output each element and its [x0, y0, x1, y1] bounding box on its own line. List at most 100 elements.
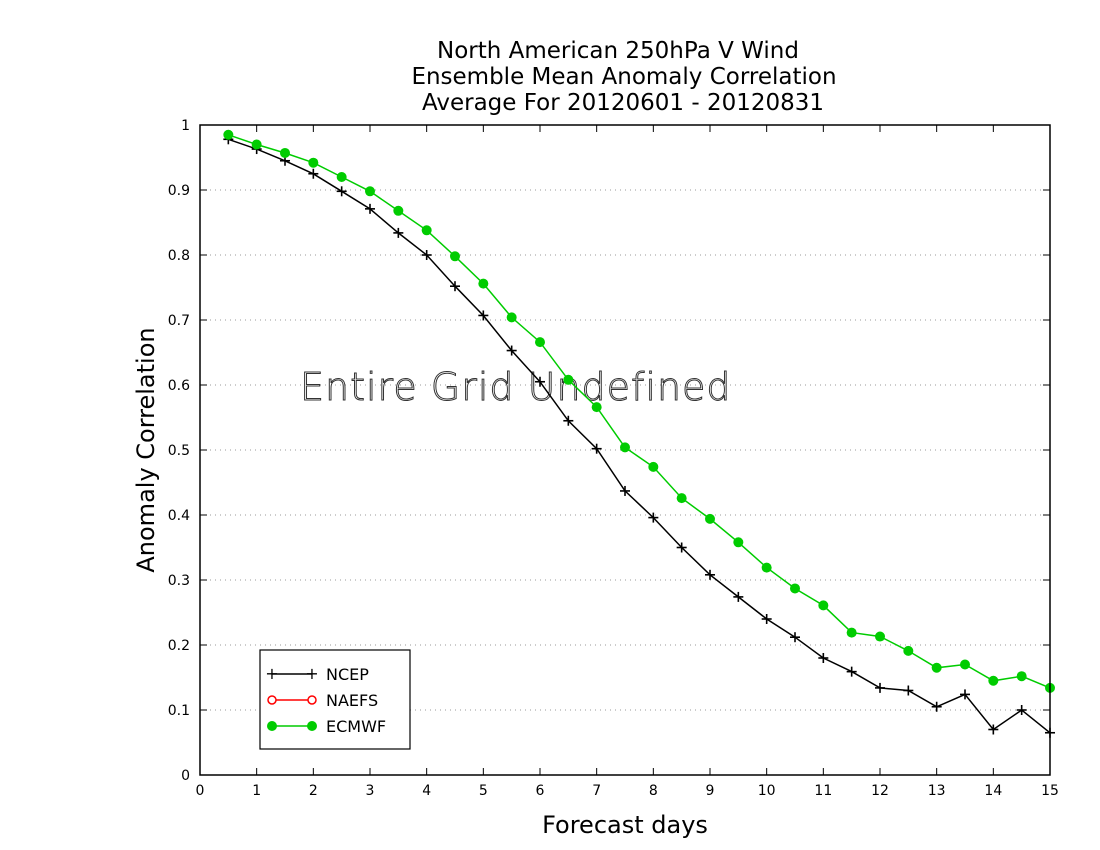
- data-point-ecmwf-21: [818, 600, 829, 611]
- data-point-ecmwf-19: [761, 562, 772, 573]
- data-point-ncep-13: [591, 443, 602, 454]
- legend-label-ecmwf: ECMWF: [326, 717, 386, 736]
- legend: + + NCEP NAEFS ECMWF: [259, 649, 411, 750]
- data-point-ncep-4: [336, 186, 347, 197]
- series-line-ecmwf: [228, 134, 1051, 689]
- data-point-ecmwf-17: [705, 513, 715, 524]
- data-point-ecmwf-20: [790, 583, 800, 594]
- data-point-ncep-18: [733, 591, 744, 602]
- data-point-ecmwf-6: [393, 205, 404, 216]
- data-point-ncep-3: [308, 168, 319, 179]
- y-tick-label-0: 0: [181, 768, 190, 784]
- data-point-ecmwf-27: [988, 675, 999, 686]
- data-point-ecmwf-14: [620, 442, 630, 453]
- data-point-ecmwf-23: [875, 631, 885, 642]
- x-tick-label-6: 6: [536, 783, 545, 799]
- y-axis-label: Anomaly Correlation: [132, 327, 160, 572]
- data-point-ncep-19: [761, 614, 772, 624]
- data-point-ncep-22: [846, 666, 857, 677]
- legend-marker-ecmwf-b: [307, 721, 317, 731]
- data-point-ecmwf-5: [365, 186, 375, 197]
- data-point-ncep-20: [790, 632, 800, 643]
- overlay-layer: Entire Grid Undefined: [300, 365, 732, 410]
- x-tick-label-15: 15: [1041, 783, 1059, 799]
- data-point-ecmwf-18: [733, 537, 744, 548]
- legend-item-naefs: NAEFS: [267, 691, 378, 710]
- legend-item-ncep: + + NCEP: [265, 664, 369, 684]
- data-point-ecmwf-1: [251, 139, 262, 150]
- data-point-ncep-15: [648, 512, 659, 523]
- data-point-ncep-16: [676, 542, 687, 553]
- data-point-ncep-24: [903, 685, 914, 696]
- data-point-ecmwf-28: [1016, 671, 1027, 682]
- x-tick-label-8: 8: [649, 783, 658, 799]
- data-point-ecmwf-25: [931, 662, 942, 673]
- legend-marker-naefs-b: [307, 695, 317, 705]
- data-point-ecmwf-13: [591, 402, 602, 413]
- data-point-ecmwf-2: [280, 147, 290, 158]
- legend-marker-naefs-a: [267, 695, 277, 705]
- data-point-ncep-12: [563, 415, 574, 426]
- y-tick-label-2: 0.2: [168, 638, 190, 654]
- data-point-ncep-9: [478, 310, 489, 321]
- legend-marker-ncep-a: +: [265, 664, 278, 683]
- x-tick-label-9: 9: [706, 783, 715, 799]
- data-point-ncep-23: [875, 682, 885, 693]
- x-tick-label-3: 3: [366, 783, 375, 799]
- data-point-ecmwf-4: [336, 172, 347, 182]
- series-layer: [223, 129, 1055, 738]
- x-axis: 0 1 2 3 4 5 6 7 8 9 10 11 12 13 14 15: [196, 125, 1059, 799]
- data-point-ecmwf-16: [676, 493, 687, 504]
- data-point-ecmwf-11: [535, 337, 545, 348]
- x-tick-label-2: 2: [309, 783, 318, 799]
- data-point-ecmwf-15: [648, 461, 659, 472]
- x-tick-label-0: 0: [196, 783, 205, 799]
- undefined-grid-annotation: Entire Grid Undefined: [300, 365, 732, 409]
- data-point-ncep-10: [506, 345, 517, 356]
- data-point-ecmwf-10: [506, 312, 517, 323]
- data-point-ecmwf-22: [846, 627, 857, 638]
- data-point-ecmwf-7: [421, 225, 432, 236]
- data-point-ncep-14: [620, 485, 630, 496]
- data-point-ncep-26: [960, 689, 970, 700]
- series-line-ncep: [228, 138, 1051, 734]
- x-tick-label-7: 7: [592, 783, 601, 799]
- legend-marker-ecmwf-a: [267, 721, 277, 731]
- data-point-ecmwf-8: [450, 251, 460, 262]
- data-point-ncep-6: [393, 227, 404, 238]
- y-tick-label-5: 0.5: [168, 443, 190, 459]
- legend-label-ncep: NCEP: [326, 665, 369, 684]
- data-point-ncep-5: [365, 203, 375, 214]
- data-point-ncep-7: [421, 250, 432, 260]
- x-tick-label-13: 13: [928, 783, 946, 799]
- chart-title-line-1: North American 250hPa V Wind: [437, 38, 799, 64]
- x-axis-label: Forecast days: [542, 811, 708, 839]
- y-tick-label-8: 0.8: [168, 248, 190, 264]
- y-tick-label-7: 0.7: [168, 313, 190, 329]
- data-point-ncep-27: [988, 724, 999, 735]
- y-tick-label-1: 0.1: [168, 703, 190, 719]
- x-tick-label-14: 14: [984, 783, 1002, 799]
- y-tick-label-9: 0.9: [168, 183, 190, 199]
- data-point-ncep-8: [450, 281, 460, 292]
- x-tick-label-11: 11: [814, 783, 832, 799]
- data-point-ncep-28: [1016, 705, 1027, 715]
- data-point-ncep-11: [535, 376, 545, 387]
- y-tick-label-3: 0.3: [168, 573, 190, 589]
- data-point-ncep-25: [931, 701, 942, 712]
- data-point-ecmwf-26: [960, 659, 970, 670]
- y-axis: 0 0.1 0.2 0.3 0.4 0.5 0.6 0.7 0.8 0.9 1: [168, 118, 1050, 784]
- x-tick-label-12: 12: [871, 783, 889, 799]
- data-point-ecmwf-0: [223, 129, 234, 140]
- data-point-ncep-21: [818, 653, 829, 663]
- y-tick-label-10: 1: [181, 118, 190, 134]
- legend-label-naefs: NAEFS: [326, 691, 378, 710]
- data-point-ecmwf-24: [903, 645, 914, 656]
- legend-item-ecmwf: ECMWF: [267, 717, 386, 736]
- y-tick-label-6: 0.6: [168, 378, 190, 394]
- data-point-ecmwf-9: [478, 278, 489, 289]
- chart-title-line-3: Average For 20120601 - 20120831: [422, 90, 824, 116]
- x-tick-label-4: 4: [422, 783, 431, 799]
- chart-title-line-2: Ensemble Mean Anomaly Correlation: [411, 64, 836, 90]
